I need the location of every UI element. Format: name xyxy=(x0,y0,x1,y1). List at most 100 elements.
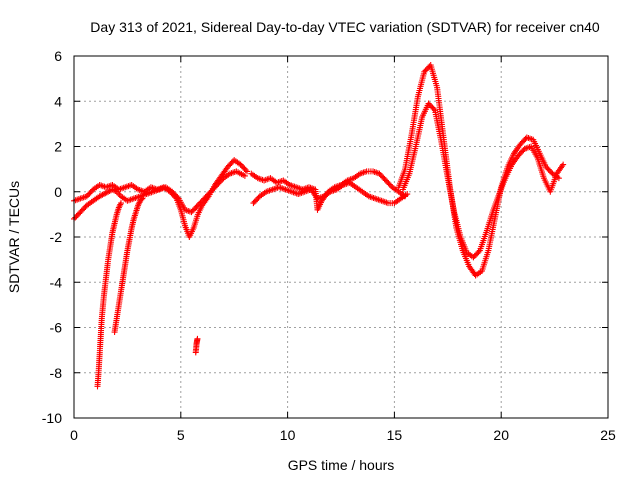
data-point xyxy=(212,183,219,190)
data-point xyxy=(428,103,435,110)
data-point xyxy=(215,180,222,187)
y-tick-label: 4 xyxy=(54,93,62,109)
data-point xyxy=(472,251,479,258)
data-point xyxy=(238,162,245,169)
data-point xyxy=(519,138,526,145)
tick-labels: 0 5 10 15 20 25 -10 -8 -6 -4 -2 0 2 4 6 xyxy=(42,48,616,443)
data-point xyxy=(421,68,428,75)
data-point xyxy=(201,195,208,202)
data-point xyxy=(78,207,85,214)
data-point xyxy=(376,170,383,177)
data-point xyxy=(227,161,234,168)
data-point xyxy=(200,196,207,203)
data-point xyxy=(210,186,217,193)
y-tick-label: -10 xyxy=(42,410,62,426)
data-point xyxy=(544,165,551,172)
y-tick-label: 0 xyxy=(54,184,62,200)
data-point xyxy=(425,64,432,71)
x-tick-label: 0 xyxy=(70,427,78,443)
data-point xyxy=(74,211,81,218)
data-point xyxy=(474,250,481,257)
data-point xyxy=(382,177,389,184)
data-point xyxy=(194,202,201,209)
data-point xyxy=(205,191,212,198)
data-point xyxy=(188,209,195,216)
y-tick-label: -8 xyxy=(50,365,63,381)
data-point xyxy=(546,167,553,174)
data-point xyxy=(244,168,251,175)
data-point xyxy=(242,167,249,174)
data-point xyxy=(76,210,83,217)
y-axis-label: SDTVAR / TECUs xyxy=(6,181,22,293)
series-track-d xyxy=(111,195,146,336)
data-point xyxy=(519,148,526,155)
plot-frame xyxy=(73,55,609,419)
data-point xyxy=(170,190,177,197)
data-point xyxy=(425,100,432,107)
data-point xyxy=(228,159,235,166)
y-tick-label: -4 xyxy=(50,274,63,290)
data-point xyxy=(202,194,209,201)
data-point xyxy=(470,254,477,261)
data-point xyxy=(517,141,524,148)
data-point xyxy=(192,205,199,212)
data-point xyxy=(171,191,178,198)
series-track-c xyxy=(94,200,124,390)
data-point xyxy=(422,67,429,74)
series-track-i xyxy=(399,100,567,261)
y-tick-label: 6 xyxy=(54,48,62,64)
data-point xyxy=(77,209,84,216)
data-point xyxy=(207,188,214,195)
data-point xyxy=(377,172,384,179)
data-point xyxy=(423,66,430,73)
data-point xyxy=(206,190,213,197)
series-track-e xyxy=(192,335,201,356)
data-point xyxy=(517,149,524,156)
data-point xyxy=(208,187,215,194)
data-point xyxy=(430,105,437,112)
data-point xyxy=(216,179,223,186)
data-point xyxy=(475,248,482,255)
data-point xyxy=(426,101,433,108)
x-tick-label: 5 xyxy=(177,427,185,443)
data-point xyxy=(521,137,528,144)
data-point xyxy=(83,193,90,200)
y-tick-label: -6 xyxy=(50,320,63,336)
data-point xyxy=(214,181,221,188)
data-point xyxy=(560,161,567,168)
data-point xyxy=(254,195,261,202)
data-point xyxy=(169,188,176,195)
data-point xyxy=(543,163,550,170)
data-point xyxy=(173,192,180,199)
x-tick-label: 10 xyxy=(280,427,296,443)
series-track-h xyxy=(395,62,562,279)
series-track-b xyxy=(71,168,248,222)
grid-lines xyxy=(74,56,608,418)
data-point xyxy=(237,161,244,168)
series-track-g xyxy=(250,179,411,207)
data-points xyxy=(71,62,567,390)
data-point xyxy=(518,139,525,146)
x-tick-label: 25 xyxy=(600,427,616,443)
data-point xyxy=(193,203,200,210)
data-point xyxy=(174,194,181,201)
y-tick-label: -2 xyxy=(50,229,63,245)
data-point xyxy=(72,214,79,221)
data-point xyxy=(211,184,218,191)
data-point xyxy=(241,165,248,172)
data-point xyxy=(191,206,198,213)
data-point xyxy=(380,174,387,181)
data-point xyxy=(117,200,124,207)
data-point xyxy=(240,164,247,171)
data-point xyxy=(85,191,92,198)
data-point xyxy=(381,176,388,183)
data-point xyxy=(138,196,145,203)
data-point xyxy=(81,205,88,212)
data-point xyxy=(194,335,201,342)
data-point xyxy=(251,198,258,205)
data-point xyxy=(386,181,393,188)
data-point xyxy=(471,253,478,260)
data-point xyxy=(224,163,231,170)
data-point xyxy=(385,180,392,187)
